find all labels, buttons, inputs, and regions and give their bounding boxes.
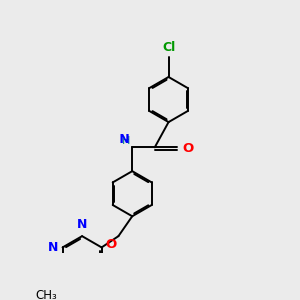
Text: N: N: [47, 241, 58, 254]
Text: N: N: [77, 218, 87, 231]
Text: Cl: Cl: [162, 41, 175, 54]
Text: H: H: [122, 136, 130, 146]
Text: O: O: [182, 142, 193, 155]
Text: O: O: [105, 238, 116, 251]
Text: N: N: [116, 133, 130, 146]
Text: CH₃: CH₃: [36, 289, 58, 300]
